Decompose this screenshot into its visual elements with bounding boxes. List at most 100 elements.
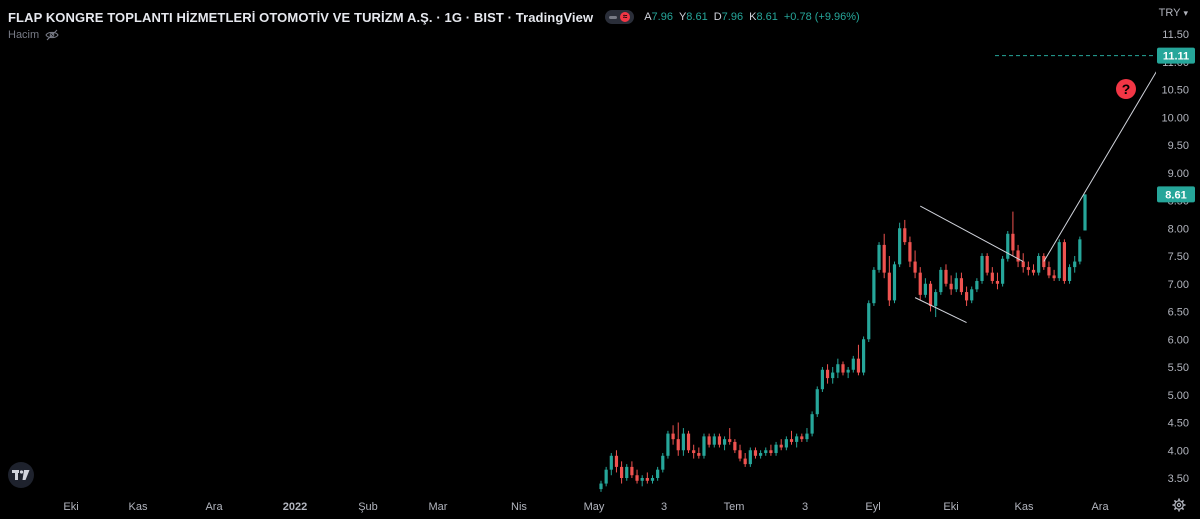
candle-body (640, 478, 644, 481)
time-tick-label: Ara (1091, 501, 1109, 513)
candle-body (939, 269, 943, 293)
candle (789, 430, 794, 445)
candle-body (738, 450, 742, 459)
candle-body (1011, 233, 1015, 251)
eye-off-icon[interactable] (45, 29, 59, 41)
candle (795, 433, 799, 448)
candle (686, 430, 691, 454)
symbol-title[interactable]: FLAP KONGRE TOPLANTI HİZMETLERİ OTOMOTİV… (8, 9, 594, 25)
candle-body (898, 228, 902, 265)
volume-legend[interactable]: Hacim (8, 29, 59, 41)
ohlc-open-key: A (644, 11, 652, 23)
candle-body (810, 414, 814, 434)
currency-selector[interactable]: TRY ▾ (1159, 7, 1188, 19)
candle-body (764, 450, 768, 454)
price-tick-label: 8.00 (1168, 223, 1189, 235)
candle (707, 433, 711, 448)
candle-body (697, 453, 701, 456)
candle (764, 447, 768, 456)
candle (892, 261, 897, 304)
candle (815, 386, 819, 417)
candle (671, 425, 675, 445)
candle-body (918, 272, 922, 295)
candle (656, 466, 660, 481)
candle-body (1083, 194, 1087, 231)
candle (748, 447, 752, 467)
candle (985, 253, 989, 276)
candle-body (774, 444, 778, 454)
time-tick-label: Kas (1015, 501, 1034, 513)
candle-body (661, 455, 665, 470)
candle-body (717, 436, 722, 445)
candle (851, 355, 855, 373)
candle (676, 422, 680, 456)
candle (820, 367, 825, 392)
candle-body (959, 278, 964, 293)
candle-body (825, 369, 830, 379)
time-tick-label: May (584, 501, 605, 513)
candle (841, 361, 845, 376)
candle (959, 272, 964, 295)
candle-body (934, 292, 938, 306)
price-tick-label: 7.00 (1168, 279, 1189, 291)
time-tick-label: Nis (511, 501, 527, 513)
candle-body (856, 358, 861, 373)
candle (614, 450, 619, 473)
candle (836, 358, 840, 379)
candle (1057, 239, 1061, 281)
candles-layer (599, 194, 1087, 492)
time-tick-label: Eki (943, 501, 958, 513)
candle-body (903, 228, 907, 243)
candle (640, 475, 644, 487)
candle (604, 466, 608, 487)
last-price-tag: 8.61 (1165, 189, 1186, 201)
price-tick-label: 6.50 (1168, 307, 1189, 319)
candle (599, 480, 603, 492)
market-status-badge[interactable]: ≈ (605, 10, 635, 24)
candle-body (820, 369, 825, 390)
candle (928, 280, 933, 312)
flag-upper-trendline (919, 205, 1024, 262)
candle-body (954, 278, 958, 290)
price-tick-label: 7.50 (1168, 251, 1189, 263)
price-tick-label: 5.00 (1168, 390, 1189, 402)
candle (846, 367, 850, 379)
candle (872, 267, 876, 306)
candle (728, 428, 732, 445)
time-tick-label: Kas (129, 501, 148, 513)
candle (903, 219, 907, 245)
candle-body (1021, 261, 1025, 268)
candle-body (944, 269, 948, 284)
tradingview-logo-icon[interactable] (8, 462, 34, 488)
candle-body (676, 439, 680, 451)
gear-icon[interactable] (1172, 498, 1186, 512)
price-tick-label: 9.50 (1168, 140, 1189, 152)
candle-body (980, 256, 984, 281)
time-tick-label: 3 (802, 501, 808, 513)
projection-trendline (1043, 61, 1163, 262)
candle (1052, 269, 1056, 281)
candle (759, 450, 763, 459)
candle-body (985, 256, 989, 273)
candle (856, 344, 861, 376)
candle-body (923, 283, 927, 295)
candle-body (1047, 267, 1051, 276)
candle (1031, 264, 1036, 276)
candle (995, 272, 1000, 290)
candle-body (1031, 269, 1036, 273)
candle (619, 461, 624, 484)
candle-body (970, 289, 974, 301)
candle-body (748, 450, 752, 465)
candle (831, 367, 835, 384)
candle-body (635, 475, 639, 481)
time-tick-label: Mar (429, 501, 448, 513)
ohlc-low-key: D (713, 11, 722, 23)
candle (825, 364, 830, 384)
candle-body (975, 280, 979, 290)
price-tick-label: 10.00 (1161, 112, 1189, 124)
ohlc-high-value: 8.61 (686, 11, 708, 23)
candle-body (609, 455, 613, 470)
candle-body (995, 280, 1000, 284)
candle-body (990, 272, 994, 281)
